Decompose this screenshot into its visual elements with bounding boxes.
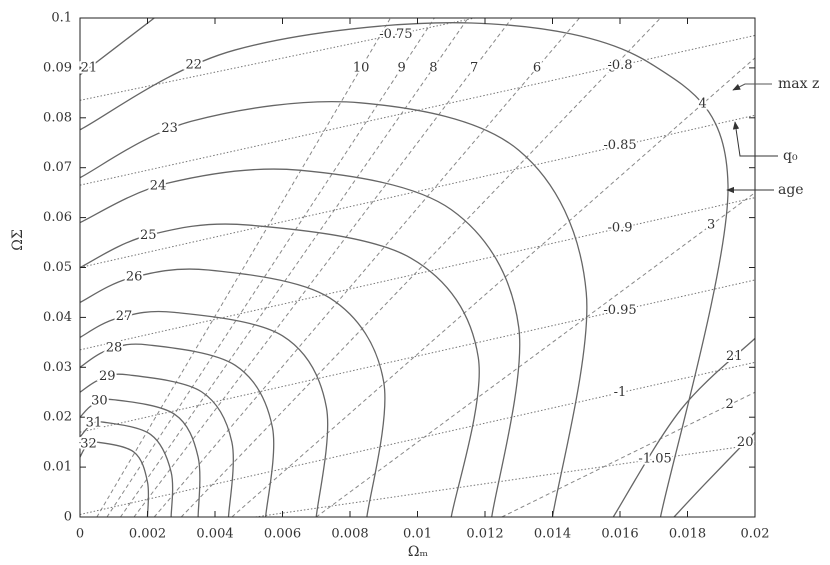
contour-line <box>79 197 756 351</box>
contour-line <box>180 17 661 518</box>
contour-label: -0.95 <box>603 303 636 318</box>
contour-line <box>79 223 480 518</box>
x-tick-label: 0.01 <box>403 527 432 542</box>
annotation: max z <box>778 76 819 92</box>
contour-line <box>79 373 234 518</box>
contour-line <box>79 34 756 186</box>
contour-line <box>153 17 580 518</box>
contour-label: 22 <box>185 58 202 73</box>
contour-label: -0.75 <box>379 27 412 42</box>
contour-label: 21 <box>726 349 743 364</box>
x-tick-label: 0.02 <box>741 527 770 542</box>
contour-label: 27 <box>116 309 133 324</box>
contour-line <box>79 343 275 518</box>
y-tick-label: 0.06 <box>43 210 72 225</box>
contour-label: 5 <box>608 60 616 75</box>
annotation-arrow <box>732 121 778 157</box>
annotation-arrow <box>732 83 772 91</box>
contour-line <box>79 441 150 518</box>
contour-line <box>79 17 475 101</box>
contour-label: 30 <box>91 393 108 408</box>
plot-area <box>79 17 756 518</box>
contour-line <box>79 168 521 518</box>
contour-line <box>120 17 469 518</box>
contour-line <box>106 17 435 518</box>
contour-line <box>79 361 756 515</box>
y-tick-label: 0 <box>64 510 72 525</box>
contour-label: 2 <box>726 397 734 412</box>
contour-label: 4 <box>699 96 707 111</box>
contour-line <box>79 22 729 518</box>
contour-label: -0.85 <box>603 138 636 153</box>
contour-label: 7 <box>470 60 478 75</box>
contour-label: 25 <box>140 228 157 243</box>
contour-label: -1 <box>614 385 627 400</box>
contour-line <box>79 421 174 518</box>
contour-label: 21 <box>81 61 98 76</box>
annotation: q₀ <box>783 148 798 164</box>
y-axis-label: ΩΣ <box>10 229 26 251</box>
contour-line <box>96 17 391 518</box>
y-tick-label: 0.03 <box>43 360 72 375</box>
x-tick-label: 0.012 <box>466 527 503 542</box>
contour-label: 6 <box>533 60 541 75</box>
contour-label: 28 <box>106 340 123 355</box>
contour-line <box>79 114 756 268</box>
contour-line <box>673 431 756 518</box>
x-tick-label: 0.006 <box>264 527 301 542</box>
y-tick-label: 0.02 <box>43 410 72 425</box>
x-tick-label: 0.004 <box>196 527 233 542</box>
contour-label: 23 <box>161 121 178 136</box>
contour-label: 8 <box>429 60 437 75</box>
contour-label: 9 <box>397 60 405 75</box>
contour-line <box>79 17 756 518</box>
contour-line <box>79 101 588 518</box>
x-tick-label: 0.002 <box>129 527 166 542</box>
x-tick-label: 0.018 <box>669 527 706 542</box>
contour-label: -1.05 <box>638 452 671 467</box>
y-tick-label: 0.09 <box>43 60 72 75</box>
contour-label: 29 <box>99 369 116 384</box>
x-tick-label: 0 <box>76 527 84 542</box>
contour-label: 24 <box>150 178 167 193</box>
contour-label: 10 <box>353 60 370 75</box>
y-tick-label: 0.08 <box>43 110 72 125</box>
contour-line <box>315 192 756 518</box>
y-tick-label: 0.01 <box>43 460 72 475</box>
contour-line <box>79 279 756 433</box>
contour-label: 32 <box>80 436 97 451</box>
contour-label: 26 <box>126 270 143 285</box>
x-tick-label: 0.008 <box>331 527 368 542</box>
x-tick-label: 0.014 <box>534 527 571 542</box>
contour-line <box>501 391 756 518</box>
y-tick-label: 0.1 <box>51 11 72 26</box>
x-tick-label: 0.016 <box>601 527 638 542</box>
contour-label: 31 <box>86 415 103 430</box>
contour-line <box>79 268 386 518</box>
contour-label: -0.8 <box>607 58 632 73</box>
contour-label: 3 <box>707 218 715 233</box>
y-tick-label: 0.07 <box>43 160 72 175</box>
contour-line <box>133 17 513 518</box>
x-axis-label: Ωₘ <box>408 544 429 560</box>
contour-label: 20 <box>737 435 754 450</box>
annotation: age <box>778 182 804 198</box>
y-tick-label: 0.05 <box>43 260 72 275</box>
contour-label: -0.9 <box>607 221 632 236</box>
contour-line <box>255 444 756 518</box>
contour-line <box>79 310 329 518</box>
contour-line <box>79 398 201 518</box>
y-tick-label: 0.04 <box>43 310 72 325</box>
